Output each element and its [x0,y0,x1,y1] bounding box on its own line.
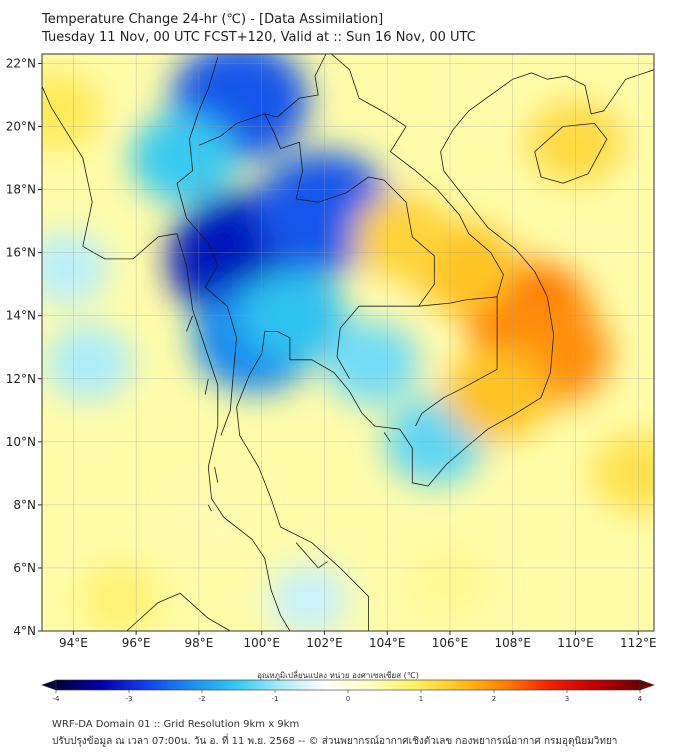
lat-label: 8°N [13,498,36,512]
lat-label: 16°N [6,246,36,260]
border-line [82,157,291,631]
colorbar-tick-label: 1 [419,695,423,703]
border-line [336,305,419,379]
colorbar-label: อุณหภูมิเปลี่ยนแปลง หน่วย องศาเซลเซียส (… [257,671,419,680]
lat-label: 22°N [6,56,36,70]
border-line [204,378,209,395]
longitude-axis: 94°E 96°E 98°E 100°E 102°E 104°E 106°E 108°E 110… [59,631,657,650]
model-info: WRF-DA Domain 01 :: Grid Resolution 9km … [52,719,300,730]
colorbar-tick-label: 0 [346,695,350,703]
field-anomaly [42,71,103,150]
border-line [264,54,327,118]
lon-label: 102°E [306,636,343,650]
lat-label: 10°N [6,435,36,449]
colorbar: -4 -3 -2 -1 0 1 2 3 4 [41,679,655,703]
colorbar-tick-label: -3 [126,695,133,703]
lon-label: 100°E [243,636,280,650]
border-line [534,123,608,184]
lon-label: 104°E [369,636,406,650]
field-anomaly [353,193,453,280]
lon-label: 98°E [184,636,213,650]
border-line [186,315,193,332]
border-line [42,334,43,337]
map-frame [41,53,655,632]
field-anomaly [45,325,133,401]
border-line [126,592,231,631]
lon-label: 96°E [122,636,151,650]
map-subtitle: Tuesday 11 Nov, 00 UTC FCST+120, Valid a… [42,30,476,45]
colorbar-tick-label: -1 [272,695,279,703]
lon-label: 106°E [432,636,469,650]
map-title: Temperature Change 24-hr (℃) - [Data Ass… [42,12,384,27]
lon-label: 112°E [620,636,657,650]
lat-label: 6°N [13,561,36,575]
border-line [415,296,498,427]
border-line [42,85,84,159]
colorbar-tick-label: 4 [638,695,643,703]
border-line [207,504,212,512]
border-line [264,113,435,307]
field-anomaly [130,112,236,204]
credit-line: ปรับปรุงข้อมูล ณ เวลา 07:00น. วัน อ. ที่… [52,736,618,747]
field-anomaly [444,349,550,441]
lon-label: 108°E [495,636,532,650]
lat-label: 14°N [6,309,36,323]
colorbar-tick-label: 3 [565,695,569,703]
colorbar-tick-label: -2 [199,695,206,703]
field-anomaly [42,232,109,305]
border-line [176,57,238,436]
border-line [236,69,654,631]
lon-label: 94°E [59,636,88,650]
lat-label: 4°N [13,624,36,638]
lat-label: 20°N [6,120,36,134]
lat-label: 18°N [6,183,36,197]
lon-label: 110°E [557,636,594,650]
field-anomaly [178,489,251,552]
colorbar-tick-label: 2 [492,695,496,703]
field-anomaly [78,563,163,631]
temperature-field [42,54,654,631]
lat-label: 12°N [6,372,36,386]
field-anomaly [268,564,350,631]
border-line [29,385,32,410]
graticule [42,54,654,631]
border-line [198,113,265,146]
colorbar-tick-label: -4 [53,695,61,703]
border-line [214,466,219,483]
field-anomaly [323,321,420,405]
latitude-axis: 22°N 20°N 18°N 16°N 14°N 12°N 10°N 8°N 6°N 4°N [6,56,42,638]
